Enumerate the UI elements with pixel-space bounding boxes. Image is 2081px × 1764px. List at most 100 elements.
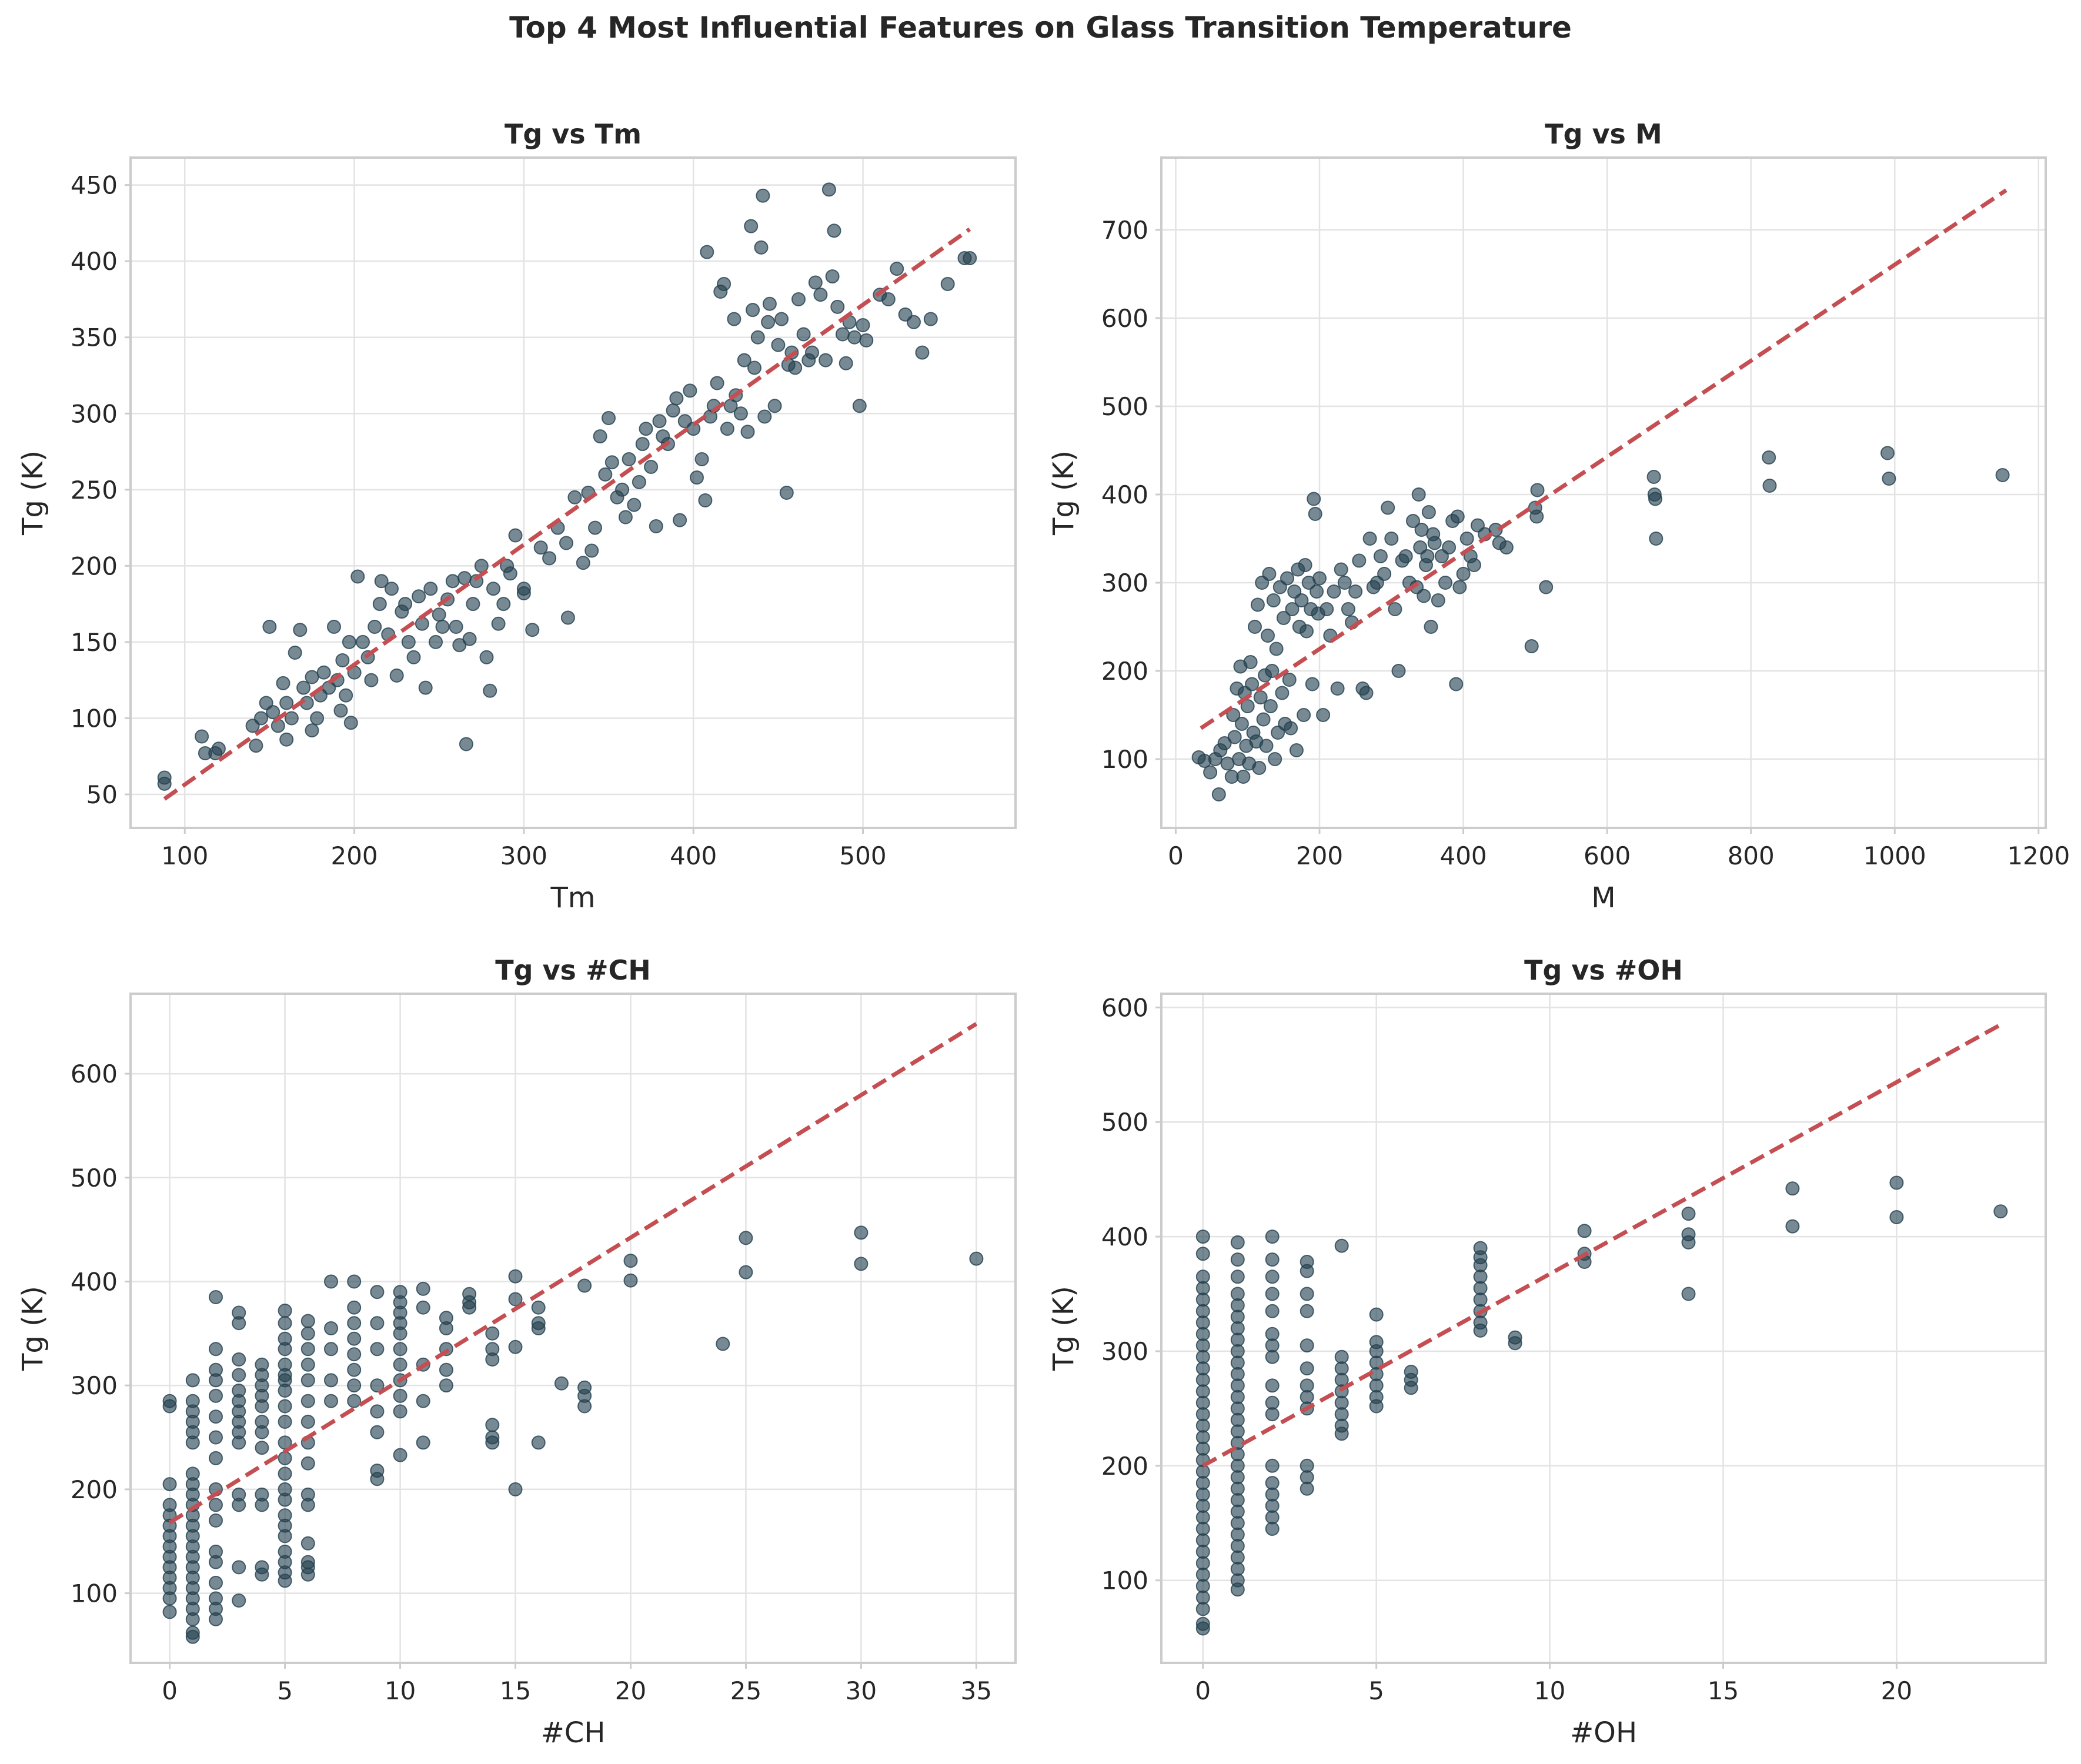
data-point <box>398 597 413 612</box>
data-point <box>1263 699 1278 713</box>
data-point <box>808 275 823 290</box>
data-point <box>746 303 760 318</box>
data-point <box>406 650 421 664</box>
data-point <box>825 269 840 284</box>
data-point <box>157 776 172 791</box>
data-point <box>602 411 616 425</box>
data-point <box>1417 589 1431 603</box>
data-point <box>333 703 348 718</box>
data-point <box>1300 1458 1314 1473</box>
data-point <box>1411 487 1426 502</box>
data-point <box>508 1269 523 1284</box>
data-point <box>1529 509 1544 524</box>
data-point <box>209 1430 223 1445</box>
y-tick-label: 200 <box>71 552 118 580</box>
data-point <box>347 1347 362 1362</box>
data-point <box>255 1357 269 1372</box>
data-point <box>754 240 769 255</box>
data-point <box>1284 721 1298 736</box>
data-point <box>370 1342 385 1357</box>
data-point <box>324 1321 338 1335</box>
data-point <box>915 345 930 360</box>
data-point <box>423 582 438 596</box>
data-point <box>744 219 759 233</box>
data-point <box>209 1362 223 1377</box>
data-point <box>649 519 663 533</box>
data-point <box>324 1274 338 1289</box>
data-point <box>1449 677 1464 691</box>
data-point <box>1388 602 1402 616</box>
data-point <box>856 318 870 332</box>
data-point <box>827 223 841 238</box>
data-point <box>839 356 853 370</box>
data-point <box>324 1394 338 1408</box>
x-tick-label: 5 <box>1368 1676 1384 1705</box>
data-point <box>710 376 724 390</box>
data-point <box>368 620 382 634</box>
data-point <box>1243 655 1258 669</box>
data-point <box>232 1305 246 1320</box>
data-point <box>300 1373 315 1388</box>
data-point <box>1265 1230 1280 1244</box>
subplot-4: 0 5 10 15 20 100 200 300 400 500 600 Tg vs #OH #OH Tg… <box>1047 954 2047 1749</box>
data-point <box>347 1394 362 1408</box>
data-point <box>623 1254 638 1268</box>
data-point <box>300 1357 315 1372</box>
data-point <box>560 610 575 625</box>
data-point <box>232 1384 246 1398</box>
data-point <box>412 589 426 604</box>
x-tick-label: 25 <box>730 1676 761 1705</box>
y-tick-label: 600 <box>1101 993 1148 1022</box>
data-point <box>1253 690 1268 704</box>
data-point <box>757 409 772 424</box>
data-point <box>491 616 506 631</box>
y-tick-label: 500 <box>71 1164 118 1192</box>
data-point <box>1268 752 1282 766</box>
data-point <box>694 452 709 466</box>
data-point <box>278 1415 292 1429</box>
data-point <box>255 1487 269 1502</box>
y-axis-label: Tg (K) <box>1047 1286 1080 1371</box>
data-point <box>1230 1269 1245 1284</box>
data-point <box>393 1448 407 1462</box>
data-point <box>1285 602 1300 616</box>
data-point <box>1359 686 1374 700</box>
data-point <box>370 1404 385 1419</box>
data-point <box>618 510 633 524</box>
data-point <box>890 262 904 276</box>
data-point <box>485 1326 500 1341</box>
data-point <box>462 632 477 646</box>
x-tick-label: 200 <box>1296 841 1343 870</box>
data-point <box>666 403 680 418</box>
data-point <box>1265 1395 1280 1410</box>
data-point <box>623 1273 638 1288</box>
x-tick-label: 35 <box>961 1676 992 1705</box>
data-point <box>716 1337 730 1351</box>
data-point <box>288 646 302 660</box>
data-point <box>278 1399 292 1414</box>
data-point <box>717 277 731 291</box>
x-tick-label: 5 <box>277 1676 293 1705</box>
data-point <box>750 330 765 345</box>
data-point <box>305 723 319 738</box>
data-point <box>232 1560 246 1575</box>
data-point <box>232 1368 246 1382</box>
data-point <box>483 683 497 698</box>
data-point <box>1334 1238 1349 1253</box>
trend-line <box>163 227 971 801</box>
x-tick-label: 400 <box>670 841 717 870</box>
data-point <box>1316 708 1331 722</box>
data-point <box>1420 549 1435 563</box>
y-tick-label: 100 <box>71 1579 118 1608</box>
data-point <box>370 1285 385 1299</box>
x-tick-label: 10 <box>1534 1676 1565 1705</box>
y-tick-label: 450 <box>71 171 118 200</box>
data-point <box>1648 492 1662 506</box>
x-tick-label: 200 <box>330 841 378 870</box>
data-point <box>1404 1365 1418 1379</box>
data-point <box>370 1425 385 1439</box>
data-point <box>300 1555 315 1569</box>
data-point <box>479 650 494 664</box>
data-point <box>389 668 404 683</box>
data-point <box>1348 584 1363 599</box>
